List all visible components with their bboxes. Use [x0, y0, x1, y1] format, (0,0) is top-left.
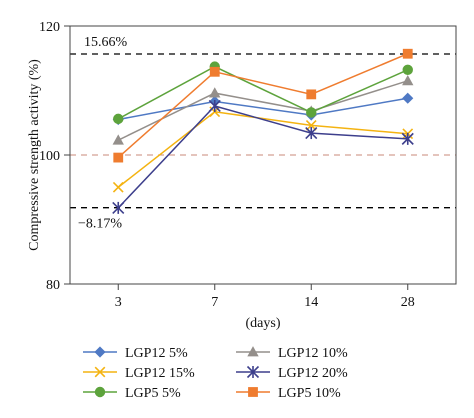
series-2-point-3: [112, 134, 124, 145]
legend-label-4: LGP12 20%: [278, 366, 348, 381]
reference-line-label-3: −8.17%: [78, 217, 122, 232]
legend-marker-5: [94, 386, 106, 398]
legend-item-5: LGP5 5%: [83, 386, 181, 401]
series-6: [113, 48, 413, 163]
series-4: [112, 99, 414, 214]
series-3-point-3-stroke-b: [112, 181, 124, 193]
series-6-point-7: [209, 66, 220, 77]
series-4-point-14: [305, 127, 318, 140]
legend-item-3: LGP12 15%: [83, 366, 195, 381]
series-line-1: [118, 97, 408, 121]
series-6-point-28: [402, 48, 413, 59]
x-axis: 3 7 14 28: [115, 284, 415, 310]
legend-label-2: LGP12 10%: [278, 346, 348, 361]
y-axis: 80 100 120: [39, 20, 70, 293]
legend-item-4: LGP12 20%: [236, 365, 348, 381]
y-axis-title: Compressive strength activity (%): [27, 59, 42, 251]
x-tick-label-14: 14: [304, 295, 318, 310]
y-tick-label-100: 100: [39, 149, 60, 164]
series-line-5: [117, 65, 409, 120]
reference-lines: 15.66% −8.17%: [70, 35, 456, 232]
series-2-point-7: [209, 87, 221, 98]
legend-marker-3: [94, 366, 106, 378]
x-axis-title: (days): [246, 316, 281, 331]
series-5-point-28: [402, 64, 413, 76]
series-4-point-7: [208, 99, 221, 113]
series-3-point-14: [305, 119, 317, 131]
series-2: [112, 75, 414, 145]
series-3-point-14-stroke-b: [305, 119, 317, 131]
legend: LGP12 5% LGP12 10% LGP12 15% LGP12 20% LGP5 …: [83, 346, 348, 401]
series-4-point-28: [401, 132, 414, 145]
legend-item-1: LGP12 5%: [83, 346, 188, 361]
x-tick-label-28: 28: [401, 295, 415, 310]
series-line-6: [117, 53, 409, 159]
y-tick-label-80: 80: [46, 278, 60, 293]
legend-label-6: LGP5 10%: [278, 386, 341, 401]
series-1-point-28: [402, 92, 414, 104]
x-tick-label-7: 7: [211, 295, 218, 310]
series-6-point-14: [306, 89, 317, 100]
y-tick-label-120: 120: [39, 20, 60, 35]
legend-marker-3-stroke-b: [94, 366, 106, 378]
legend-marker-6: [248, 387, 258, 397]
legend-item-6: LGP5 10%: [236, 386, 341, 401]
series-4-point-3: [112, 201, 125, 214]
legend-marker-2: [247, 346, 259, 357]
series-line-3: [117, 110, 408, 188]
legend-marker-1: [94, 346, 106, 358]
series-5-point-14: [306, 107, 317, 118]
series-6-point-3: [113, 152, 124, 163]
series-layer: [112, 48, 414, 214]
reference-line-label-1: 15.66%: [84, 35, 128, 50]
legend-item-2: LGP12 10%: [236, 346, 348, 361]
legend-label-1: LGP12 5%: [125, 346, 188, 361]
legend-label-3: LGP12 15%: [125, 366, 195, 381]
series-2-point-28: [402, 75, 414, 86]
legend-label-5: LGP5 5%: [125, 386, 181, 401]
series-line-2: [117, 80, 408, 141]
legend-marker-4: [246, 365, 260, 379]
x-tick-label-3: 3: [115, 295, 122, 310]
series-line-4: [117, 105, 408, 209]
series-3-point-3: [112, 181, 124, 193]
series-5-point-3: [113, 113, 124, 125]
